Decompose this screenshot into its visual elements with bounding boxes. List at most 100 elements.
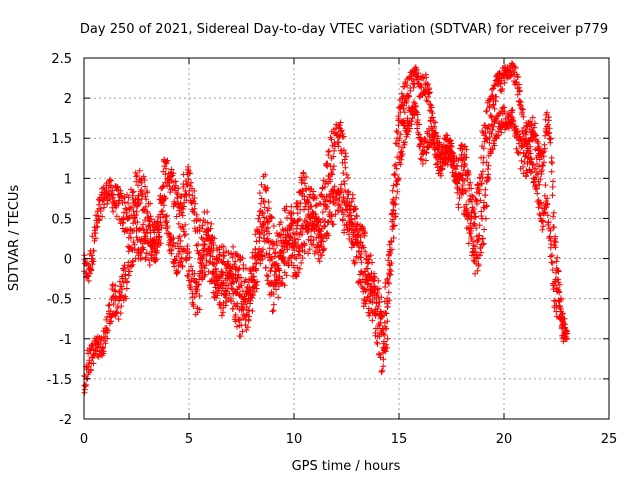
data-point — [107, 196, 114, 203]
data-point — [112, 282, 119, 289]
data-point — [138, 187, 145, 193]
data-point — [216, 251, 223, 258]
data-point — [345, 191, 352, 198]
data-point — [408, 121, 415, 128]
data-point — [158, 208, 165, 215]
data-point — [547, 227, 554, 234]
data-point — [172, 243, 178, 250]
data-point — [284, 246, 291, 253]
data-point — [419, 160, 426, 167]
data-point — [556, 303, 563, 310]
data-point — [352, 205, 359, 212]
data-point — [487, 112, 494, 119]
data-point — [462, 143, 469, 150]
data-point — [194, 286, 201, 293]
data-point — [362, 287, 369, 294]
data-point — [126, 268, 133, 275]
data-point — [270, 223, 277, 229]
data-point — [193, 290, 200, 297]
data-point — [255, 215, 262, 222]
data-point — [125, 248, 132, 255]
data-point — [477, 245, 484, 251]
data-point — [106, 301, 113, 308]
data-point — [530, 162, 537, 168]
data-point — [483, 135, 490, 142]
data-point — [93, 224, 99, 231]
data-point — [553, 258, 560, 265]
plot-frame — [83, 57, 610, 420]
data-point — [300, 188, 307, 195]
data-point — [526, 147, 533, 154]
data-point — [527, 150, 534, 157]
data-point — [325, 219, 332, 226]
data-point — [155, 234, 162, 241]
data-point — [516, 81, 523, 88]
data-point — [139, 255, 145, 262]
data-point — [265, 273, 272, 280]
data-point — [375, 277, 382, 284]
data-point — [538, 199, 544, 206]
data-point — [414, 111, 421, 118]
data-point — [424, 81, 431, 87]
data-point — [144, 208, 151, 215]
data-point — [382, 310, 389, 316]
data-point — [545, 114, 552, 121]
data-point — [106, 176, 113, 183]
data-point — [545, 121, 551, 128]
data-point — [252, 246, 259, 253]
data-point — [540, 210, 547, 217]
data-point — [421, 135, 428, 142]
data-point — [516, 87, 523, 94]
data-point — [85, 363, 92, 370]
data-point — [198, 234, 205, 241]
data-point — [201, 265, 208, 272]
data-point — [95, 212, 102, 219]
data-point — [414, 117, 421, 123]
data-point — [266, 251, 273, 258]
data-point — [388, 239, 394, 246]
data-point — [109, 187, 116, 194]
data-point — [462, 188, 469, 195]
data-point — [186, 282, 193, 289]
data-point — [478, 213, 485, 219]
data-point — [100, 344, 107, 351]
data-point — [465, 240, 472, 247]
data-point — [218, 312, 225, 319]
data-point — [429, 110, 436, 117]
data-point — [174, 194, 181, 201]
data-point — [395, 115, 402, 122]
data-point — [426, 89, 433, 96]
data-point — [549, 184, 556, 190]
data-point — [423, 150, 430, 157]
data-point — [488, 86, 495, 93]
data-point — [268, 214, 275, 221]
data-point — [488, 113, 495, 120]
data-point — [386, 241, 393, 248]
data-point — [488, 130, 495, 137]
data-point — [544, 195, 551, 202]
data-point — [341, 229, 348, 236]
data-point — [417, 155, 424, 162]
data-point — [459, 182, 466, 189]
data-point — [353, 253, 360, 260]
data-point — [367, 252, 374, 259]
data-point — [364, 281, 371, 288]
data-point — [142, 203, 149, 210]
x-tick-label: 20 — [496, 432, 513, 447]
data-point — [464, 176, 471, 182]
data-point — [531, 124, 538, 131]
data-point — [196, 293, 203, 299]
data-point — [234, 286, 241, 293]
data-point — [199, 276, 206, 283]
data-point — [221, 252, 228, 259]
data-point — [239, 328, 246, 335]
data-point — [535, 204, 542, 211]
data-point — [339, 217, 346, 224]
data-point — [312, 248, 319, 255]
data-point — [451, 154, 458, 161]
data-point — [306, 246, 313, 253]
data-point — [114, 304, 121, 311]
data-point — [348, 244, 355, 251]
data-point — [535, 163, 542, 170]
